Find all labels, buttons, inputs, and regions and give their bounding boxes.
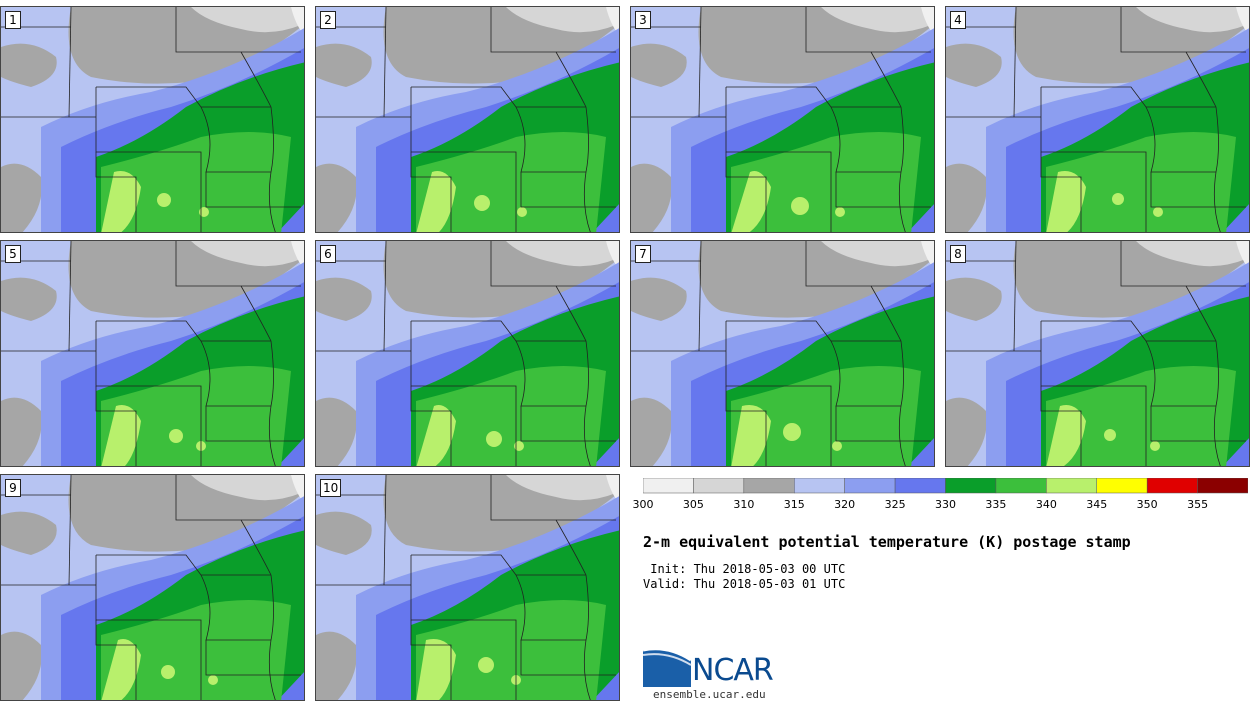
ncar-logo-icon: [643, 647, 692, 687]
member-number-label: 10: [320, 479, 342, 497]
theta-e-map: [316, 7, 619, 232]
colorbar-segment: [743, 478, 795, 494]
ensemble-member-panel: 1: [0, 6, 305, 233]
colorbar-segment: [1046, 478, 1097, 494]
theta-e-map: [631, 241, 934, 466]
member-number-label: 5: [5, 245, 21, 263]
colorbar: [643, 478, 1248, 494]
ensemble-member-panel: 7: [630, 240, 935, 467]
member-number-label: 4: [950, 11, 966, 29]
colorbar-segment: [1146, 478, 1198, 494]
plot-title: 2-m equivalent potential temperature (K)…: [643, 533, 1131, 551]
ncar-logo-text: NCAR: [692, 653, 774, 688]
theta-e-map: [946, 7, 1249, 232]
colorbar-segment: [995, 478, 1047, 494]
member-number-label: 7: [635, 245, 651, 263]
colorbar-tick-label: 345: [1086, 498, 1108, 511]
colorbar-tick-label: 330: [935, 498, 956, 511]
theta-e-map: [316, 241, 619, 466]
member-number-label: 9: [5, 479, 21, 497]
ensemble-member-panel: 6: [315, 240, 620, 467]
colorbar-segment: [643, 478, 694, 494]
theta-e-map: [1, 7, 304, 232]
member-number-label: 1: [5, 11, 21, 29]
ensemble-member-panel: 9: [0, 474, 305, 701]
theta-e-map: [316, 475, 619, 700]
ensemble-member-panel: 4: [945, 6, 1250, 233]
colorbar-tick-label: 335: [985, 498, 1007, 511]
ensemble-member-panel: 3: [630, 6, 935, 233]
colorbar-tick-label: 340: [1035, 498, 1057, 511]
colorbar-segment: [1096, 478, 1148, 494]
colorbar-tick-label: 300: [632, 498, 654, 511]
member-number-label: 8: [950, 245, 966, 263]
theta-e-map: [631, 7, 934, 232]
colorbar-segment: [945, 478, 997, 494]
member-number-label: 6: [320, 245, 336, 263]
colorbar-segment: [844, 478, 896, 494]
colorbar-tick-label: 310: [733, 498, 755, 511]
colorbar-tick-label: 355: [1187, 498, 1209, 511]
colorbar-segment: [1197, 478, 1248, 494]
colorbar-tick-label: 305: [682, 498, 704, 511]
colorbar-tick-label: 315: [783, 498, 805, 511]
colorbar-segment: [693, 478, 745, 494]
ensemble-member-panel: 8: [945, 240, 1250, 467]
member-number-label: 2: [320, 11, 336, 29]
theta-e-map: [946, 241, 1249, 466]
ensemble-member-panel: 2: [315, 6, 620, 233]
theta-e-map: [1, 475, 304, 700]
website-url[interactable]: ensemble.ucar.edu: [653, 688, 766, 701]
colorbar-segment: [894, 478, 946, 494]
colorbar-tick-label: 325: [884, 498, 906, 511]
member-number-label: 3: [635, 11, 651, 29]
ensemble-member-panel: 5: [0, 240, 305, 467]
valid-time: Valid: Thu 2018-05-03 01 UTC: [643, 577, 846, 591]
colorbar-segment: [794, 478, 845, 494]
ensemble-member-panel: 10: [315, 474, 620, 701]
init-time: Init: Thu 2018-05-03 00 UTC: [643, 562, 846, 576]
colorbar-tick-label: 350: [1136, 498, 1158, 511]
colorbar-tick-label: 320: [834, 498, 856, 511]
theta-e-map: [1, 241, 304, 466]
